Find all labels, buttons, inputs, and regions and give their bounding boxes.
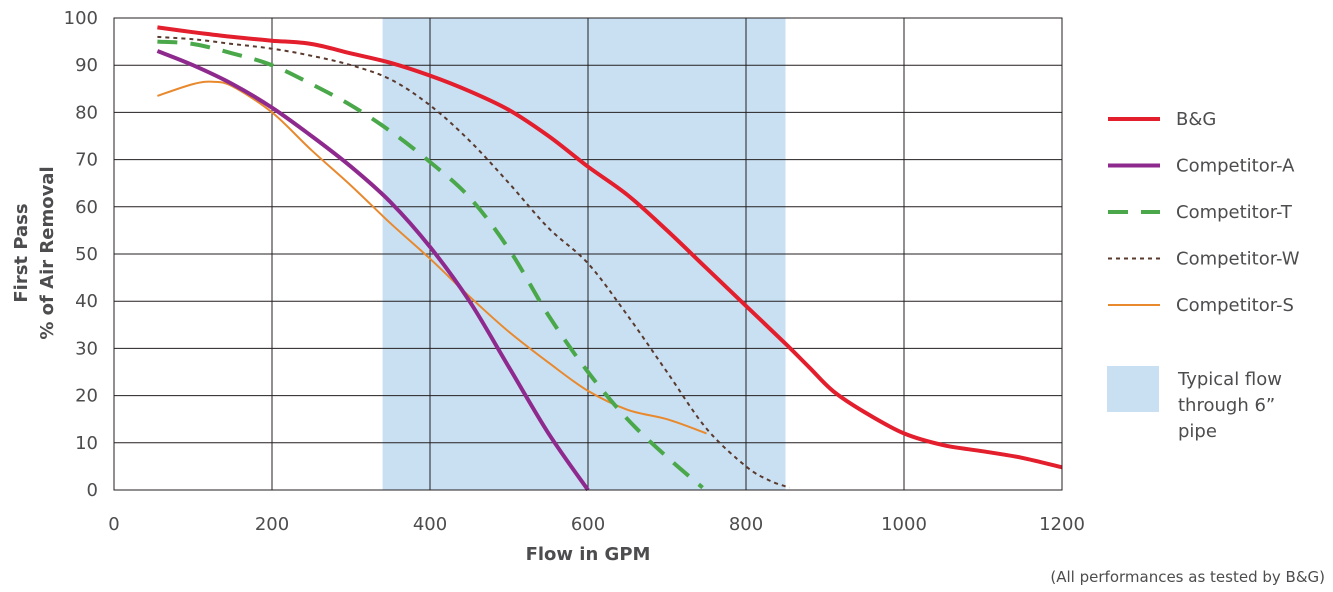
y-axis-title-line1: First Pass [11,203,32,302]
legend-label-typical-flow: through 6” [1178,395,1275,416]
legend-label-competitor-a: Competitor-A [1176,156,1295,177]
y-axis-title-line2: % of Air Removal [37,166,58,339]
series-line-b-g [157,25,1063,470]
x-tick-labels: 0 200 400 600 800 1000 1200 [108,514,1085,535]
y-tick-label: 100 [64,8,98,29]
series-lines [156,25,1063,492]
x-tick-label: 800 [729,514,763,535]
series-line-competitor-a [156,49,590,492]
legend-label-b-g: B&G [1176,109,1216,130]
legend-label-competitor-w: Competitor-W [1176,249,1300,270]
y-tick-label: 80 [75,102,98,123]
x-axis-title: Flow in GPM [526,544,651,565]
grid [113,17,1063,491]
footnote: (All performances as tested by B&G) [1050,568,1325,586]
legend: B&G Competitor-A Competitor-T Competitor-W C… [1107,109,1300,442]
x-tick-label: 1200 [1039,514,1085,535]
legend-swatch-typical-flow [1107,366,1159,412]
y-tick-label: 30 [75,338,98,359]
y-tick-label: 90 [75,55,98,76]
y-tick-label: 10 [75,433,98,454]
y-tick-label: 60 [75,197,98,218]
y-tick-label: 0 [87,480,98,501]
legend-label-typical-flow: pipe [1178,421,1217,442]
y-tick-label: 70 [75,150,98,171]
y-tick-label: 20 [75,386,98,407]
y-tick-label: 50 [75,244,98,265]
plot-frame [113,17,1063,491]
legend-label-typical-flow: Typical flow [1177,369,1282,390]
y-tick-labels: 0 10 20 30 40 50 60 70 80 90 100 [64,8,98,501]
x-tick-label: 0 [108,514,119,535]
x-tick-label: 200 [255,514,289,535]
legend-label-competitor-s: Competitor-S [1176,295,1294,316]
series-line-competitor-s [157,80,707,435]
x-tick-label: 600 [571,514,605,535]
x-tick-label: 1000 [881,514,927,535]
series-line-competitor-t [157,39,704,490]
series-line-competitor-w [157,35,790,489]
legend-label-competitor-t: Competitor-T [1176,202,1293,223]
y-tick-label: 40 [75,291,98,312]
x-tick-label: 400 [413,514,447,535]
